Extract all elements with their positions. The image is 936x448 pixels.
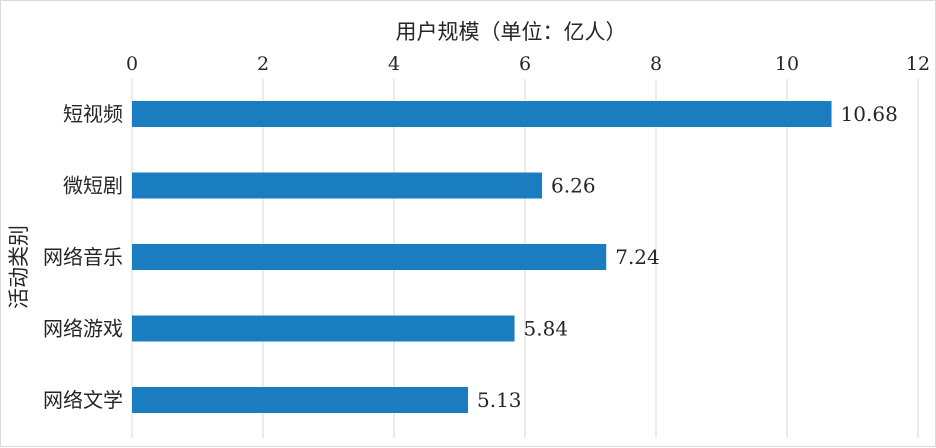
x-tick-label: 4 bbox=[388, 53, 400, 75]
data-labels: 10.68 6.26 7.24 5.84 5.13 bbox=[477, 102, 898, 412]
category-label: 微短剧 bbox=[63, 174, 123, 198]
bar bbox=[132, 315, 515, 342]
category-label: 网络音乐 bbox=[43, 245, 123, 269]
data-label: 5.84 bbox=[524, 317, 569, 341]
x-tick-label: 12 bbox=[906, 53, 930, 75]
x-axis-ticks: 0 2 4 6 8 10 12 bbox=[126, 53, 930, 75]
bar bbox=[132, 387, 469, 413]
bar bbox=[132, 244, 607, 270]
bar bbox=[132, 172, 543, 199]
data-label: 10.68 bbox=[841, 102, 898, 126]
x-tick-label: 0 bbox=[126, 53, 138, 75]
x-tick-label: 8 bbox=[650, 53, 662, 75]
bar bbox=[132, 101, 832, 127]
x-tick-label: 10 bbox=[775, 53, 799, 75]
x-axis-title: 用户规模（单位：亿人） bbox=[396, 20, 627, 44]
bars bbox=[132, 101, 832, 413]
x-tick-label: 2 bbox=[257, 53, 269, 75]
category-label: 网络文学 bbox=[43, 388, 123, 412]
data-label: 5.13 bbox=[477, 388, 522, 412]
x-tick-label: 6 bbox=[519, 53, 531, 75]
y-axis-title: 活动类别 bbox=[7, 225, 31, 309]
data-label: 6.26 bbox=[551, 174, 596, 198]
data-label: 7.24 bbox=[615, 245, 660, 269]
category-label: 网络游戏 bbox=[43, 317, 123, 341]
category-label: 短视频 bbox=[63, 102, 123, 126]
